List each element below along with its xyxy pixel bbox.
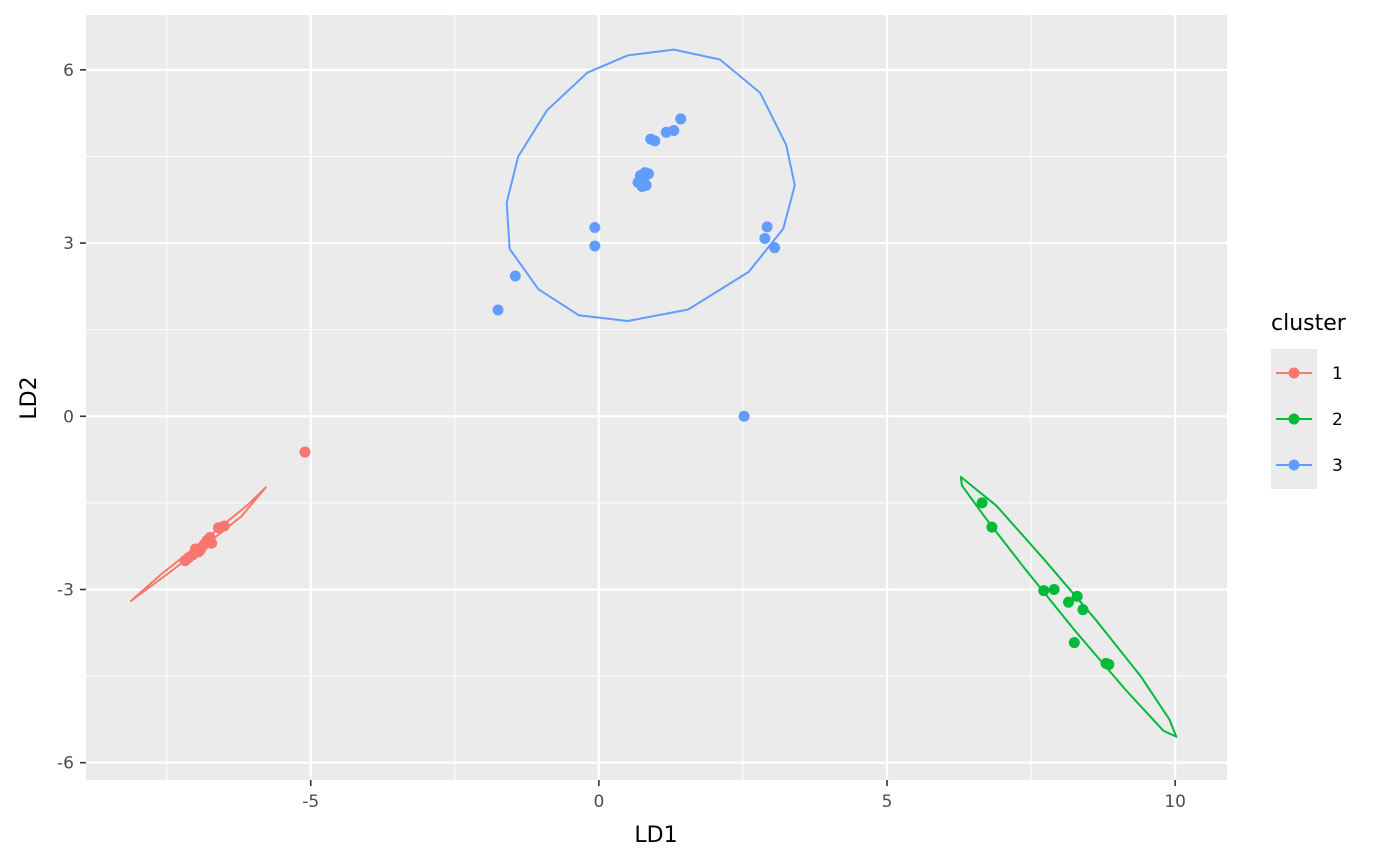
- legend-label: 1: [1332, 364, 1343, 384]
- plot-panel: [86, 15, 1227, 780]
- y-tick-label: 0: [63, 407, 74, 427]
- cluster-2-point: [1063, 596, 1075, 608]
- cluster-3-point: [769, 242, 781, 254]
- cluster-2-point: [986, 521, 998, 533]
- legend-key-point-2: [1288, 413, 1300, 425]
- cluster-2-point: [1068, 637, 1080, 649]
- cluster-3-point: [675, 113, 687, 125]
- cluster-1-point: [213, 522, 225, 534]
- cluster-3-point: [492, 304, 504, 316]
- cluster-3-point: [645, 133, 657, 145]
- cluster-3-point: [738, 410, 750, 422]
- y-tick-label: 6: [63, 61, 74, 81]
- legend: cluster 1 2 3: [1271, 311, 1347, 489]
- cluster-2-point: [1038, 585, 1050, 597]
- x-axis: -5 0 5 10: [302, 780, 1186, 812]
- cluster-3-ellipse: [505, 48, 796, 322]
- cluster-1-point: [179, 555, 191, 567]
- legend-label: 2: [1332, 410, 1343, 430]
- cluster-3-point: [589, 240, 601, 252]
- cluster-points: [179, 113, 1115, 671]
- cluster-2-point: [1048, 583, 1060, 595]
- cluster-2-point: [1077, 604, 1089, 616]
- minor-gridlines: [86, 15, 1227, 780]
- legend-label: 3: [1332, 456, 1343, 476]
- cluster-3-point: [589, 221, 601, 233]
- cluster-1-ellipse: [129, 486, 267, 602]
- y-tick-label: 3: [63, 234, 74, 254]
- cluster-1-point: [299, 446, 311, 458]
- legend-key-point-1: [1288, 367, 1300, 379]
- x-axis-title: LD1: [634, 823, 677, 848]
- legend-title: cluster: [1271, 311, 1347, 336]
- cluster-3-point: [638, 172, 650, 184]
- cluster-3-point: [509, 270, 521, 282]
- y-tick-label: -3: [57, 580, 74, 600]
- cluster-2-point: [976, 497, 988, 509]
- cluster-2-point: [1103, 659, 1115, 671]
- x-tick-label: 0: [593, 792, 604, 812]
- cluster-1-point: [194, 544, 206, 556]
- cluster-3-point: [761, 221, 773, 233]
- cluster-3-point: [660, 126, 672, 138]
- cluster-2-point: [1071, 590, 1083, 602]
- cluster-3-point: [759, 232, 771, 244]
- y-axis: -6 -3 0 3 6: [57, 61, 86, 774]
- legend-items: 1 2 3: [1276, 364, 1343, 476]
- y-tick-label: -6: [57, 754, 74, 774]
- x-tick-label: 5: [882, 792, 893, 812]
- x-tick-label: 10: [1164, 792, 1186, 812]
- x-tick-label: -5: [302, 792, 319, 812]
- legend-key-point-3: [1288, 459, 1300, 471]
- major-gridlines: [86, 15, 1227, 780]
- y-axis-title: LD2: [17, 376, 42, 419]
